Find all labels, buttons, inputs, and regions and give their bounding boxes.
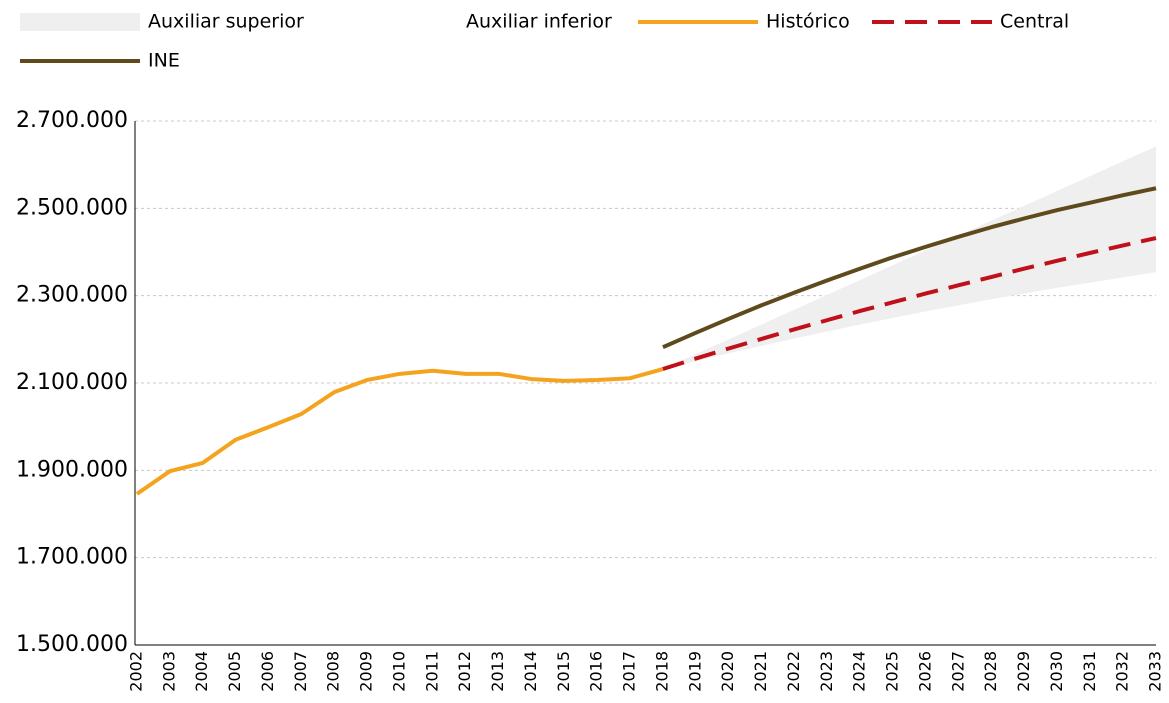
- x-tick-label: 2028: [981, 651, 1000, 692]
- legend-label: Auxiliar superior: [148, 11, 304, 33]
- x-tick-label: 2015: [554, 651, 573, 692]
- x-tick-label: 2031: [1080, 651, 1099, 692]
- x-tick-label: 2021: [751, 651, 770, 692]
- x-tick-label: 2029: [1014, 651, 1033, 692]
- x-tick-label: 2020: [718, 651, 737, 692]
- x-tick-label: 2016: [587, 651, 606, 692]
- x-tick-label: 2030: [1047, 651, 1066, 692]
- x-tick-label: 2027: [948, 651, 967, 692]
- x-tick-label: 2011: [422, 651, 441, 692]
- x-tick-label: 2010: [389, 651, 408, 692]
- x-tick-label: 2007: [291, 651, 310, 692]
- x-tick-label: 2006: [258, 651, 277, 692]
- series-line: [662, 186, 1157, 350]
- x-tick-label: 2024: [850, 651, 869, 692]
- series-line: [662, 236, 1157, 371]
- x-tick-label: 2022: [784, 651, 803, 692]
- y-tick-label: 1.700.000: [16, 545, 128, 570]
- x-tick-label: 2019: [685, 651, 704, 692]
- y-tick-label: 2.700.000: [16, 108, 128, 133]
- legend-swatch: [338, 13, 458, 31]
- legend-label: INE: [148, 50, 180, 72]
- y-tick-label: 2.500.000: [16, 195, 128, 220]
- y-tick-label: 1.500.000: [16, 632, 128, 657]
- legend-label: Histórico: [766, 11, 850, 33]
- x-tick-label: 2025: [883, 651, 902, 692]
- band-area: [662, 146, 1156, 370]
- y-tick-label: 2.300.000: [16, 283, 128, 308]
- x-tick-label: 2014: [521, 651, 540, 692]
- y-tick-label: 1.900.000: [16, 457, 128, 482]
- x-tick-label: 2012: [455, 651, 474, 692]
- x-tick-label: 2018: [652, 651, 671, 692]
- x-tick-label: 2017: [620, 651, 639, 692]
- y-tick-label: 2.100.000: [16, 370, 128, 395]
- x-tick-label: 2032: [1113, 651, 1132, 692]
- x-tick-label: 2005: [225, 651, 244, 692]
- x-tick-label: 2009: [357, 651, 376, 692]
- x-tick-label: 2026: [915, 651, 934, 692]
- x-tick-label: 2013: [488, 651, 507, 692]
- legend-label: Central: [1000, 11, 1069, 33]
- x-tick-label: 2033: [1146, 651, 1165, 692]
- x-tick-label: 2023: [817, 651, 836, 692]
- x-tick-label: 2004: [192, 651, 211, 692]
- x-tick-label: 2002: [127, 651, 146, 692]
- x-tick-label: 2003: [159, 651, 178, 692]
- legend-swatch: [20, 13, 140, 31]
- series-line: [135, 367, 664, 496]
- x-tick-label: 2008: [324, 651, 343, 692]
- legend-label: Auxiliar inferior: [466, 11, 612, 33]
